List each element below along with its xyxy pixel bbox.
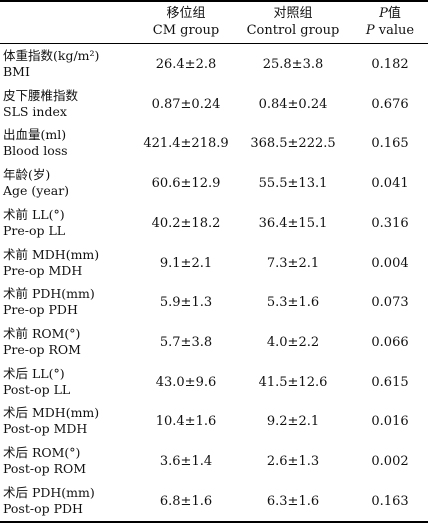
- header-rule: [0, 43, 428, 44]
- control-value: 55.5±13.1: [258, 176, 328, 192]
- row-label-en: Post-op ROM: [3, 461, 87, 476]
- row-label-en: Pre-op LL: [3, 222, 66, 238]
- header-p-symbol: P: [379, 6, 388, 21]
- row-label-zh: 体重指数(kg/m²): [3, 48, 100, 63]
- p-value: 0.073: [371, 295, 409, 311]
- row-label-zh: 出血量(ml): [3, 127, 67, 143]
- row-label-en: BMI: [3, 64, 30, 79]
- p-value: 0.066: [371, 334, 409, 350]
- table-row: 年龄(岁) Age (year) 60.6±12.9 55.5±13.1 0.04…: [0, 164, 428, 204]
- control-value: 368.5±222.5: [250, 136, 336, 152]
- p-value: 0.163: [371, 493, 409, 509]
- p-value: 0.182: [371, 57, 409, 72]
- header-control-en: Control group: [246, 23, 340, 38]
- row-label-zh: 术后 PDH(mm): [3, 484, 95, 500]
- header-cm-zh: 移位组: [166, 6, 206, 21]
- table-row: 皮下腰椎指数 SLS index 0.87±0.24 0.84±0.24 0.67…: [0, 85, 428, 125]
- table-row: 出血量(ml) Blood loss 421.4±218.9 368.5±222.…: [0, 124, 428, 164]
- table-row: 术后 MDH(mm) Post-op MDH 10.4±1.6 9.2±2.1 0…: [0, 402, 428, 442]
- row-label-en: SLS index: [3, 103, 67, 119]
- header-cm-group: 移位组 CM group: [138, 5, 234, 43]
- row-label-zh: 术前 PDH(mm): [3, 286, 95, 302]
- control-value: 7.3±2.1: [266, 255, 320, 271]
- cm-value: 40.2±18.2: [151, 215, 221, 231]
- header-p-zh: 值: [387, 6, 401, 21]
- table-row: 术前 MDH(mm) Pre-op MDH 9.1±2.1 7.3±2.1 0.0…: [0, 244, 428, 284]
- header-control-zh: 对照组: [273, 6, 313, 21]
- cm-value: 6.8±1.6: [159, 493, 213, 509]
- row-label-en: Post-op MDH: [3, 421, 88, 437]
- p-value: 0.676: [371, 96, 409, 112]
- header-cm-en: CM group: [152, 23, 220, 38]
- table-row: 体重指数(kg/m²) BMI 26.4±2.8 25.8±3.8 0.182: [0, 45, 428, 85]
- row-label-zh: 术前 ROM(°): [3, 325, 81, 341]
- p-value: 0.016: [371, 414, 409, 430]
- control-value: 9.2±2.1: [266, 414, 320, 430]
- control-value: 2.6±1.3: [266, 454, 320, 469]
- p-value: 0.165: [371, 136, 409, 152]
- control-value: 4.0±2.2: [266, 334, 320, 350]
- top-rule: [0, 0, 428, 2]
- row-label-zh: 术后 ROM(°): [3, 445, 81, 460]
- cm-value: 421.4±218.9: [143, 136, 229, 152]
- table-row: 术后 PDH(mm) Post-op PDH 6.8±1.6 6.3±1.6 0.…: [0, 482, 428, 522]
- cm-value: 5.7±3.8: [159, 334, 213, 350]
- control-value: 5.3±1.6: [266, 295, 320, 311]
- row-label-zh: 术前 MDH(mm): [3, 246, 100, 262]
- table-row: 术前 ROM(°) Pre-op ROM 5.7±3.8 4.0±2.2 0.06…: [0, 323, 428, 363]
- p-value: 0.002: [371, 454, 409, 469]
- row-label-en: Pre-op ROM: [3, 341, 81, 357]
- control-value: 25.8±3.8: [262, 57, 324, 72]
- p-value: 0.615: [371, 374, 409, 390]
- control-value: 41.5±12.6: [258, 374, 328, 390]
- row-label-zh: 术后 LL(°): [3, 365, 65, 381]
- header-p-symbol-en: P: [365, 23, 375, 38]
- control-value: 6.3±1.6: [266, 493, 320, 509]
- table-row: 术前 PDH(mm) Pre-op PDH 5.9±1.3 5.3±1.6 0.0…: [0, 283, 428, 323]
- header-p-en: value: [374, 23, 415, 38]
- cm-value: 10.4±1.6: [155, 414, 217, 430]
- control-value: 0.84±0.24: [258, 96, 328, 112]
- header-control-group: 对照组 Control group: [234, 5, 352, 43]
- table-row: 术后 LL(°) Post-op LL 43.0±9.6 41.5±12.6 0.…: [0, 363, 428, 403]
- cm-value: 5.9±1.3: [159, 295, 213, 311]
- row-label-en: Post-op LL: [3, 381, 71, 397]
- row-label-en: Post-op PDH: [3, 500, 83, 516]
- table-row: 术前 LL(°) Pre-op LL 40.2±18.2 36.4±15.1 0.…: [0, 204, 428, 244]
- row-label-zh: 术后 MDH(mm): [3, 405, 100, 421]
- row-label-en: Age (year): [3, 183, 70, 199]
- table-row: 术后 ROM(°) Post-op ROM 3.6±1.4 2.6±1.3 0.0…: [0, 442, 428, 482]
- control-value: 36.4±15.1: [258, 215, 328, 231]
- header-p-value: P值 P value: [352, 5, 428, 43]
- cm-value: 43.0±9.6: [155, 374, 217, 390]
- cm-value: 3.6±1.4: [159, 454, 213, 469]
- row-label-zh: 皮下腰椎指数: [3, 87, 79, 103]
- row-label-en: Blood loss: [3, 143, 68, 159]
- cm-value: 9.1±2.1: [159, 255, 213, 271]
- row-label-en: Pre-op PDH: [3, 302, 78, 318]
- row-label-en: Pre-op MDH: [3, 262, 83, 278]
- cm-value: 60.6±12.9: [151, 176, 221, 192]
- p-value: 0.041: [371, 176, 409, 192]
- cm-value: 0.87±0.24: [151, 96, 221, 112]
- cm-value: 26.4±2.8: [155, 57, 217, 72]
- row-label-zh: 年龄(岁): [3, 167, 51, 183]
- bottom-rule: [0, 521, 428, 523]
- row-label-zh: 术前 LL(°): [3, 206, 65, 222]
- p-value: 0.316: [371, 215, 409, 231]
- p-value: 0.004: [371, 255, 409, 271]
